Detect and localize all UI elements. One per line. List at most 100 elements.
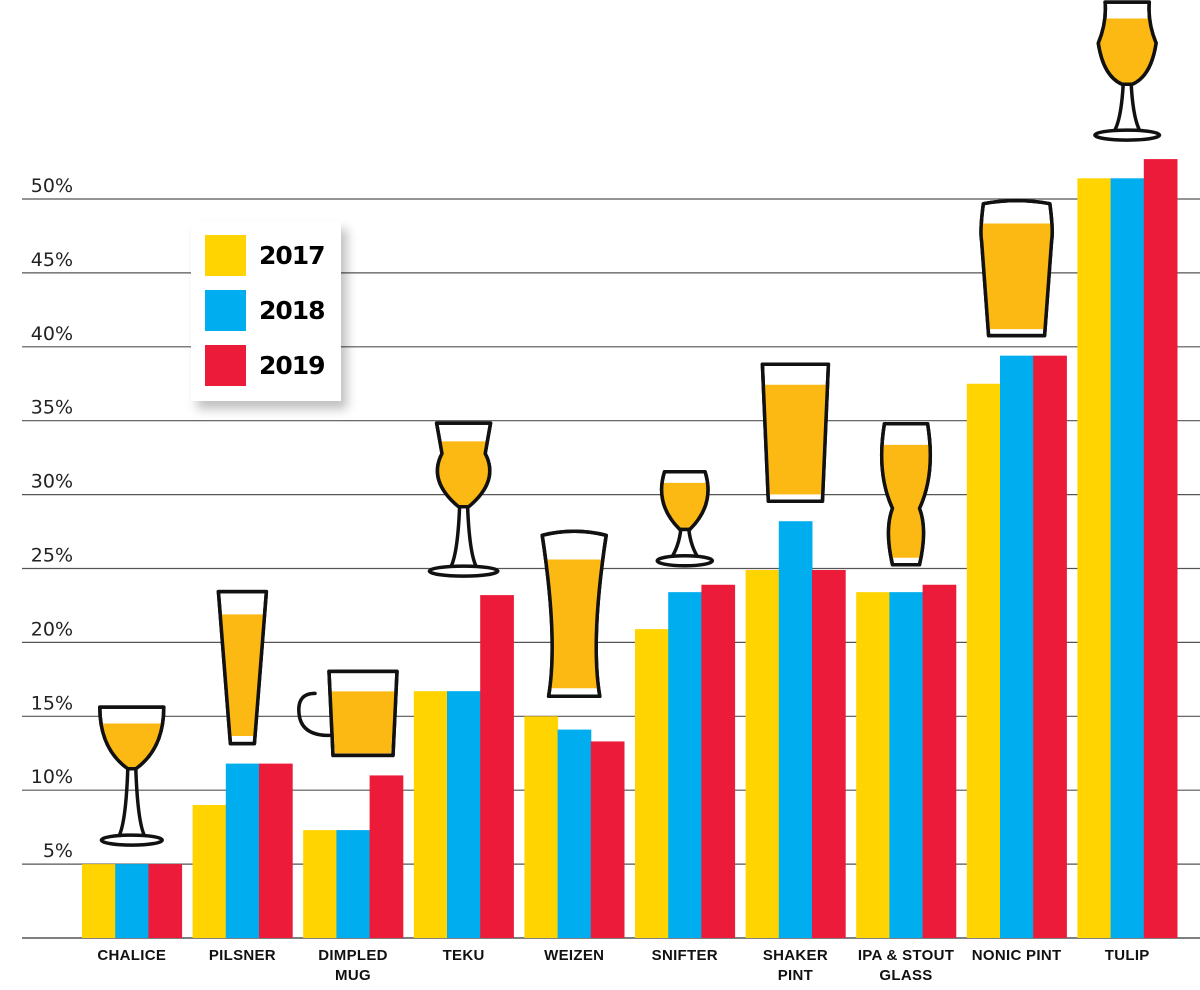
bar-2017: [966, 383, 1001, 938]
glass-foot: [427, 564, 500, 578]
glass-stem: [116, 767, 148, 840]
bar-2019: [259, 763, 293, 938]
category-label: SHAKER: [763, 947, 828, 964]
bar-2017: [635, 629, 669, 938]
bar-2018: [1000, 355, 1034, 939]
beer-fill: [545, 559, 603, 689]
y-axis-ticks: 5% 10% 15% 20% 25% 30% 35% 40% 45% 50%: [31, 175, 73, 862]
glass-outline: [879, 422, 933, 567]
bar-2017: [192, 804, 227, 938]
y-tick-label: 25%: [31, 545, 73, 567]
beer-fill: [220, 614, 265, 736]
bar-2019: [922, 584, 957, 938]
category-label: IPA & STOUT: [858, 947, 954, 964]
glass-outline: [216, 589, 269, 746]
bar-2018: [889, 592, 924, 938]
bar-2019: [1143, 159, 1178, 938]
category-label: CHALICE: [97, 947, 166, 964]
bar-2017: [856, 592, 890, 938]
mug-handle: [297, 691, 331, 738]
legend-swatch: [205, 235, 246, 276]
y-tick-label: 45%: [31, 249, 73, 271]
bar-2019: [812, 569, 846, 938]
y-tick-label: 35%: [31, 397, 73, 419]
bars: [82, 159, 1178, 939]
weizen-glass-icon: [540, 529, 608, 699]
legend-item-2019: 2019: [205, 345, 326, 386]
bar-2018: [1110, 178, 1145, 939]
y-tick-label: 30%: [31, 471, 73, 493]
bar-2017: [82, 864, 116, 938]
ipa-stout-glass-icon: [879, 422, 933, 567]
dimpled-mug-icon: [297, 669, 399, 758]
x-axis-labels: CHALICE PILSNER DIMPLED MUG TEKU WEIZEN SNIFTE…: [97, 947, 1149, 984]
bar-2018: [115, 864, 149, 938]
bar-2019: [369, 775, 404, 938]
y-tick-label: 40%: [31, 323, 73, 345]
category-label: PINT: [778, 967, 813, 984]
category-label: TULIP: [1105, 947, 1150, 964]
beer-fill: [981, 223, 1053, 330]
bar-2019: [590, 741, 625, 938]
y-tick-label: 5%: [43, 840, 73, 862]
legend-item-2017: 2017: [205, 235, 326, 276]
legend-label: 2018: [259, 296, 326, 325]
bar-2018: [557, 729, 592, 938]
snifter-glass-icon: [655, 470, 715, 568]
bar-2019: [701, 584, 736, 938]
legend-swatch: [205, 345, 246, 386]
beer-fill: [1098, 18, 1157, 85]
teku-glass-icon: [427, 421, 500, 578]
bar-2019: [148, 864, 183, 938]
mug-outline: [327, 669, 399, 758]
category-label: MUG: [335, 967, 371, 984]
category-label: SNIFTER: [652, 947, 718, 964]
glass-stem: [1111, 82, 1143, 135]
y-tick-label: 15%: [31, 692, 73, 714]
nonic-pint-glass-icon: [979, 198, 1054, 338]
beer-fill: [881, 444, 931, 558]
legend-swatch: [205, 290, 246, 331]
chalice-glass-icon: [98, 705, 166, 847]
category-label: GLASS: [879, 967, 932, 984]
category-label: TEKU: [443, 947, 485, 964]
glass-outline: [540, 529, 608, 699]
shaker-pint-glass-icon: [760, 362, 831, 503]
bar-2019: [480, 595, 514, 938]
bar-2018: [778, 521, 813, 938]
tulip-glass-icon: [1093, 0, 1162, 142]
pilsner-glass-icon: [216, 589, 269, 746]
beer-fill: [331, 691, 395, 754]
beer-fill: [437, 441, 490, 507]
bar-2019: [1033, 355, 1067, 939]
beer-fill: [763, 384, 828, 495]
glass-foot: [1093, 128, 1162, 142]
bar-2017: [1077, 178, 1112, 939]
glass-outline: [979, 198, 1054, 338]
bar-2018: [336, 830, 371, 938]
bar-2017: [303, 830, 337, 938]
legend-label: 2017: [259, 241, 326, 270]
bar-2018: [225, 763, 260, 938]
bar-2017: [745, 569, 780, 938]
category-label: WEIZEN: [544, 947, 604, 964]
glass-foot: [655, 554, 715, 568]
glass-outline: [760, 362, 831, 503]
bar-2018: [447, 691, 481, 938]
y-tick-label: 20%: [31, 618, 73, 640]
legend-item-2018: 2018: [205, 290, 326, 331]
category-label: PILSNER: [209, 947, 276, 964]
legend: 2017 2018 2019: [191, 221, 341, 401]
beer-fill: [661, 482, 708, 530]
bar-2017: [413, 691, 448, 938]
glass-foot: [99, 833, 164, 847]
category-label: NONIC PINT: [972, 947, 1062, 964]
legend-label: 2019: [259, 351, 326, 380]
glass-stem: [447, 504, 480, 571]
glass-icons: [98, 0, 1162, 847]
bar-2018: [668, 592, 702, 938]
y-tick-label: 10%: [31, 766, 73, 788]
bar-2017: [524, 716, 559, 938]
y-tick-label: 50%: [31, 175, 73, 197]
